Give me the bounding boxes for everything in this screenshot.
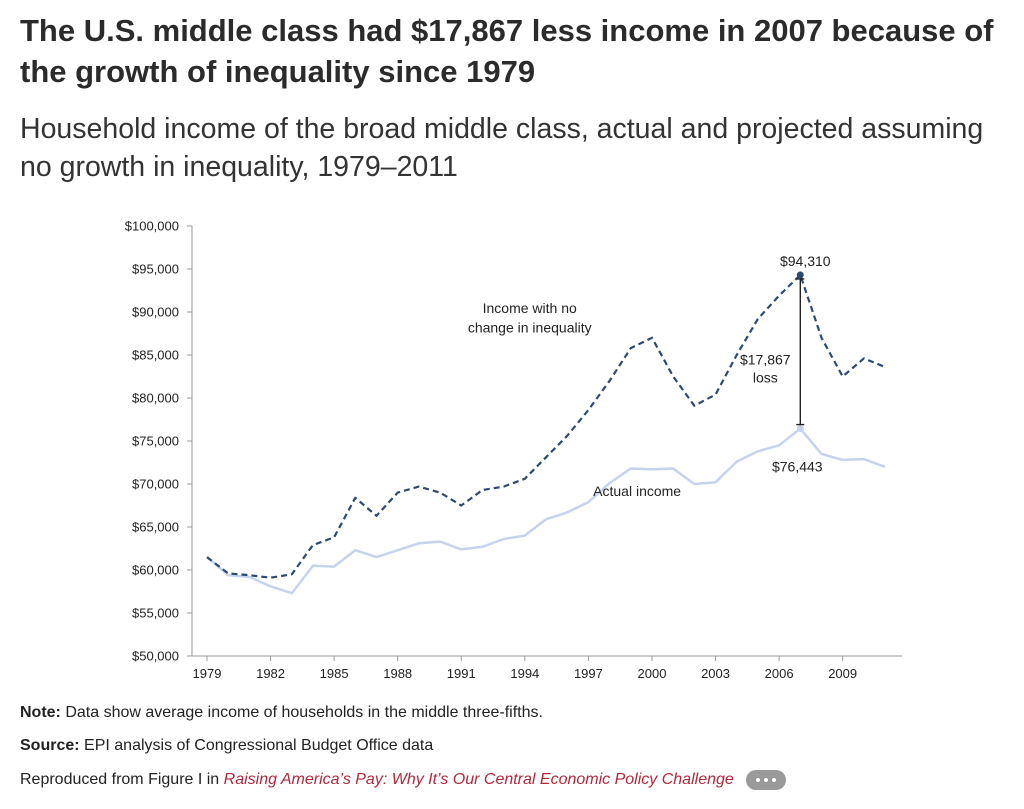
- x-tick-label: 1988: [383, 666, 412, 681]
- source-text: EPI analysis of Congressional Budget Off…: [84, 737, 434, 754]
- source-label: Source:: [20, 737, 80, 754]
- x-tick-label: 1982: [256, 666, 285, 681]
- projected-series-label: change in inequality: [468, 320, 592, 336]
- peak-value-label: $94,310: [780, 253, 831, 269]
- x-tick-label: 2009: [828, 666, 857, 681]
- x-tick-label: 2000: [638, 666, 667, 681]
- chart-subtitle: Household income of the broad middle cla…: [20, 113, 984, 183]
- reproduced-line: Reproduced from Figure I in Raising Amer…: [20, 770, 787, 790]
- y-tick-label: $75,000: [132, 434, 179, 449]
- y-tick-label: $60,000: [132, 563, 179, 578]
- y-tick-label: $70,000: [132, 477, 179, 492]
- y-tick-label: $80,000: [132, 391, 179, 406]
- publication-link[interactable]: Raising America’s Pay: Why It’s Our Cent…: [223, 771, 734, 789]
- y-tick-label: $95,000: [132, 262, 179, 277]
- gap-value-label: $17,867: [740, 351, 791, 367]
- chart-title: The U.S. middle class had $17,867 less i…: [20, 13, 994, 89]
- x-tick-label: 2006: [765, 666, 794, 681]
- actual-series-label: Actual income: [593, 483, 681, 499]
- x-tick-label: 1997: [574, 666, 603, 681]
- y-tick-label: $100,000: [125, 219, 179, 234]
- y-tick-label: $65,000: [132, 520, 179, 535]
- source-line: Source: EPI analysis of Congressional Bu…: [20, 737, 433, 755]
- actual-income-line: [206, 427, 886, 595]
- actual-marker: [796, 425, 804, 433]
- income-line-chart: $50,000 $55,000 $60,000 $65,000 $70,000 $75,0…: [125, 219, 902, 681]
- dot-icon: [756, 778, 761, 782]
- peak-marker: [796, 271, 804, 279]
- note-text: Data show average income of households i…: [65, 704, 543, 721]
- dot-icon: [772, 778, 777, 782]
- y-tick-label: $85,000: [132, 348, 179, 363]
- actual-value-label: $76,443: [772, 459, 823, 475]
- y-tick-label: $50,000: [132, 649, 179, 664]
- projected-income-line: [206, 273, 886, 579]
- x-tick-label: 1985: [320, 666, 349, 681]
- dot-icon: [764, 778, 769, 782]
- x-tick-label: 1994: [510, 666, 539, 681]
- projected-series-label: Income with no: [483, 300, 577, 316]
- note-line: Note: Data show average income of househ…: [20, 704, 543, 722]
- gap-loss-label: loss: [753, 370, 778, 386]
- y-tick-label: $90,000: [132, 305, 179, 320]
- x-tick-label: 1979: [193, 666, 222, 681]
- x-tick-label: 1991: [447, 666, 476, 681]
- reproduced-prefix: Reproduced from Figure I in: [20, 771, 220, 789]
- y-tick-label: $55,000: [132, 606, 179, 621]
- note-label: Note:: [20, 704, 61, 721]
- x-tick-label: 2003: [701, 666, 730, 681]
- more-options-button[interactable]: [746, 770, 787, 790]
